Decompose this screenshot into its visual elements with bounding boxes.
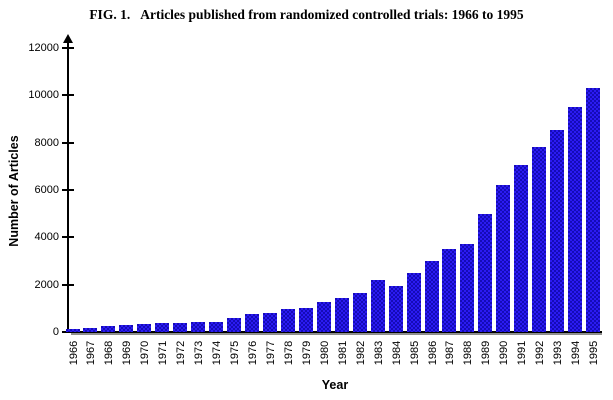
x-tick-label-1968: 1968 [103, 340, 116, 366]
y-tick-mark [62, 283, 74, 286]
y-tick-label: 12000 [28, 42, 59, 54]
x-tick-label-1975: 1975 [229, 340, 242, 366]
x-tick-label-1977: 1977 [264, 340, 277, 366]
figure-number: FIG. 1. [89, 7, 131, 22]
bar-1987 [442, 249, 457, 332]
x-tick-label-1995: 1995 [588, 340, 601, 366]
bar-1984 [388, 286, 403, 332]
x-axis-line [66, 331, 602, 333]
y-tick-mark [62, 94, 74, 97]
bar-1988 [460, 244, 475, 332]
y-axis-arrow-icon [63, 34, 73, 43]
bar-1977 [262, 313, 277, 332]
x-tick-label-1976: 1976 [247, 340, 259, 366]
x-tick-label-1967: 1967 [85, 340, 98, 366]
bar-1976 [245, 314, 259, 332]
x-axis-shadow [71, 333, 602, 335]
bar-1985 [406, 273, 421, 332]
y-tick-label: 8000 [34, 136, 59, 149]
y-tick-mark [62, 189, 74, 191]
x-tick-label-1980: 1980 [318, 340, 331, 366]
x-axis-title: Year [321, 378, 349, 392]
y-tick-mark [62, 47, 74, 49]
bar-1970 [137, 324, 152, 332]
bar-1994 [568, 107, 583, 332]
y-tick-label: 6000 [34, 184, 59, 196]
x-tick-label-1984: 1984 [390, 340, 403, 366]
x-tick-label-1990: 1990 [498, 340, 511, 366]
figure-title: FIG. 1. Articles published from randomize… [0, 7, 613, 23]
x-tick-label-1986: 1986 [426, 340, 439, 366]
bar-1967 [83, 328, 98, 332]
y-tick-mark [62, 141, 74, 144]
bar-1980 [316, 302, 331, 332]
x-tick-label-1982: 1982 [354, 340, 367, 366]
bar-1979 [298, 308, 313, 332]
bar-1978 [280, 309, 295, 332]
x-tick-label-1966: 1966 [67, 340, 80, 366]
x-tick-label-1987: 1987 [444, 340, 457, 366]
y-tick-mark [62, 236, 74, 239]
x-tick-label-1994: 1994 [570, 340, 583, 366]
bar-1969 [119, 325, 134, 332]
x-tick-label-1985: 1985 [408, 340, 421, 366]
bar-1986 [424, 261, 439, 332]
y-tick-label: 0 [52, 326, 59, 338]
x-tick-label-1992: 1992 [534, 340, 547, 366]
bar-1975 [227, 318, 242, 332]
x-tick-label-1970: 1970 [139, 340, 152, 366]
x-tick-label-1974: 1974 [211, 340, 224, 366]
x-tick-label-1988: 1988 [462, 340, 475, 366]
x-tick-label-1973: 1973 [193, 340, 206, 366]
bar-1966 [65, 329, 80, 332]
x-tick-label-1971: 1971 [157, 340, 170, 366]
x-tick-label-1991: 1991 [516, 340, 529, 366]
bar-1983 [370, 280, 385, 332]
x-tick-label-1983: 1983 [372, 340, 385, 366]
bar-1974 [209, 322, 224, 332]
bar-1990 [496, 185, 511, 332]
x-tick-label-1978: 1978 [282, 340, 295, 366]
x-tick-label-1989: 1989 [480, 340, 493, 366]
bar-1992 [532, 147, 547, 332]
x-tick-label-1972: 1972 [175, 340, 188, 366]
y-tick-label: 2000 [34, 278, 59, 291]
bar-1991 [514, 165, 529, 332]
bar-1981 [334, 298, 349, 332]
figure-title-text: Articles published from randomized contr… [140, 7, 524, 22]
bar-1989 [478, 214, 493, 332]
x-tick-label-1993: 1993 [552, 340, 565, 366]
x-tick-label-1969: 1969 [121, 340, 134, 366]
bar-1993 [550, 130, 565, 332]
x-tick-label-1979: 1979 [300, 340, 313, 366]
y-tick-mark [62, 331, 74, 333]
bar-1971 [155, 323, 170, 332]
bar-1995 [586, 88, 601, 332]
x-tick-label-1981: 1981 [336, 340, 349, 366]
bar-1982 [352, 293, 367, 332]
bar-1973 [191, 322, 206, 332]
bar-1972 [173, 323, 188, 332]
bar-1968 [101, 326, 116, 332]
y-axis-line [67, 40, 69, 333]
y-tick-label: 10000 [28, 89, 59, 102]
y-tick-label: 4000 [34, 231, 59, 244]
